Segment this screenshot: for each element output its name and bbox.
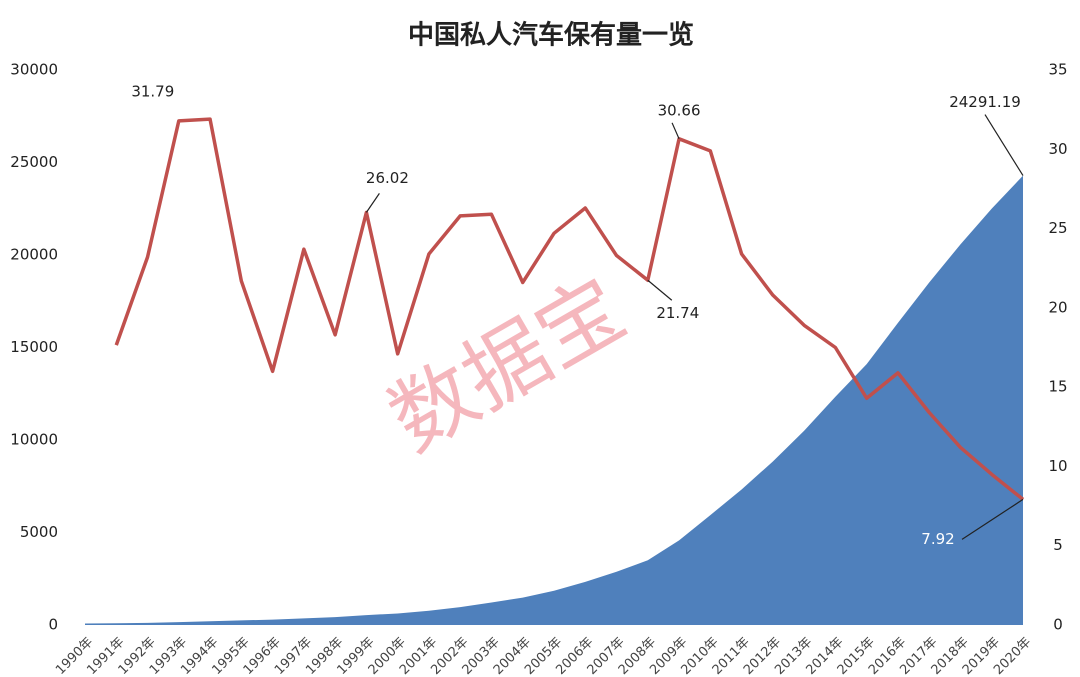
y2-tick-label: 30: [1048, 140, 1067, 158]
y2-tick-label: 20: [1048, 298, 1067, 316]
label-leader: [647, 279, 673, 301]
label-leader: [961, 498, 1024, 540]
label-leader: [365, 193, 380, 213]
data-label: 30.66: [658, 101, 701, 119]
y2-tick-label: 5: [1053, 536, 1063, 554]
data-label: 21.74: [656, 304, 699, 322]
y-tick-label: 25000: [10, 153, 58, 171]
data-label: 24291.19: [949, 93, 1021, 111]
label-leader: [671, 122, 680, 140]
y2-tick-label: 15: [1048, 378, 1067, 396]
area: [85, 175, 1023, 626]
y-tick-label: 10000: [10, 431, 58, 449]
label-leader: [984, 114, 1024, 176]
watermark: 数据宝: [373, 259, 640, 470]
y2-tick-label: 10: [1048, 457, 1067, 475]
y2-tick-label: 0: [1053, 616, 1063, 634]
y-tick-label: 30000: [10, 61, 58, 79]
line: [114, 117, 1025, 501]
y-tick-label: 5000: [20, 523, 58, 541]
y-tick-label: 20000: [10, 246, 58, 264]
y-tick-label: 0: [48, 616, 58, 634]
data-label: 26.02: [366, 169, 409, 187]
data-label: 7.92: [921, 530, 954, 548]
y2-tick-label: 25: [1048, 219, 1067, 237]
chart-title: 中国私人汽车保有量一览: [408, 20, 694, 51]
y2-tick-label: 35: [1048, 61, 1067, 79]
data-label: 31.79: [131, 82, 174, 100]
y-tick-label: 15000: [10, 338, 58, 356]
